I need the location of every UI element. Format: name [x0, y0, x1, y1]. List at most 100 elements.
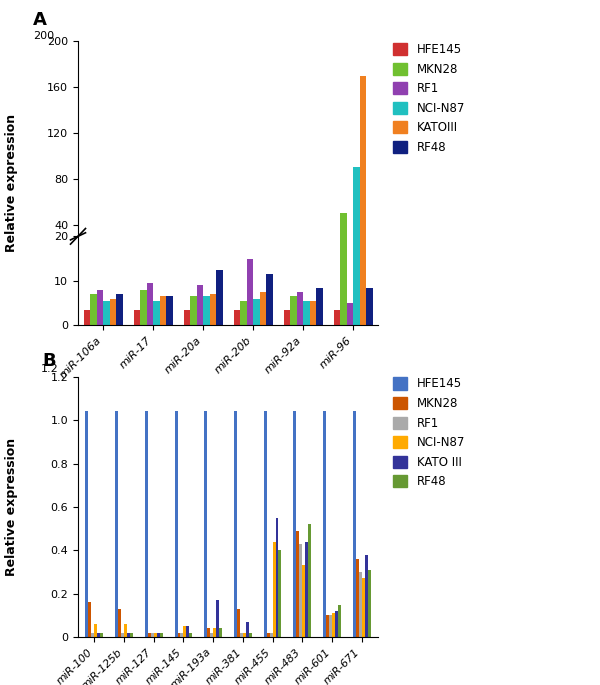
Bar [204, 412, 207, 637]
Bar [296, 262, 303, 271]
Bar [160, 263, 166, 271]
Bar [85, 412, 88, 637]
Bar [130, 633, 133, 637]
Bar [209, 295, 216, 325]
Bar [118, 609, 121, 637]
Bar [210, 633, 213, 637]
Bar [240, 633, 243, 637]
Bar [278, 550, 281, 637]
Bar [237, 609, 240, 637]
Bar [303, 264, 310, 271]
Bar [266, 258, 272, 271]
Bar [316, 261, 323, 271]
Bar [247, 253, 253, 271]
Bar [296, 292, 303, 325]
Text: 200: 200 [33, 31, 54, 41]
Bar [187, 626, 190, 637]
Bar [240, 301, 247, 325]
Bar [153, 301, 160, 325]
Bar [127, 633, 130, 637]
Bar [197, 286, 203, 325]
Bar [366, 288, 373, 325]
Bar [340, 213, 347, 271]
Bar [121, 633, 124, 637]
Bar [100, 633, 103, 637]
Bar [284, 310, 290, 325]
Bar [140, 290, 146, 325]
Bar [190, 263, 197, 271]
Bar [83, 310, 90, 325]
Bar [110, 299, 116, 325]
Bar [181, 633, 184, 637]
Bar [184, 266, 190, 271]
Bar [190, 297, 197, 325]
Bar [263, 412, 266, 637]
Bar [266, 633, 269, 637]
Bar [332, 613, 335, 637]
Bar [365, 555, 368, 637]
Bar [253, 264, 260, 271]
Bar [247, 259, 253, 325]
Bar [296, 531, 299, 637]
Bar [359, 0, 366, 325]
Bar [253, 299, 260, 325]
Bar [293, 412, 296, 637]
Bar [190, 633, 193, 637]
Text: Relative expression: Relative expression [5, 114, 19, 252]
Bar [148, 633, 151, 637]
Bar [110, 264, 116, 271]
Bar [266, 274, 272, 325]
Text: A: A [33, 12, 47, 29]
Bar [97, 290, 103, 325]
Bar [249, 633, 252, 637]
Bar [366, 261, 373, 271]
Bar [83, 266, 90, 271]
Bar [140, 262, 146, 271]
Bar [338, 604, 341, 637]
Bar [275, 518, 278, 637]
Bar [356, 559, 359, 637]
Bar [94, 624, 97, 637]
Bar [308, 524, 311, 637]
Bar [103, 301, 110, 325]
Bar [216, 256, 223, 271]
Bar [272, 542, 275, 637]
Bar [243, 633, 246, 637]
Bar [115, 412, 118, 637]
Bar [326, 615, 329, 637]
Bar [213, 628, 216, 637]
Bar [145, 412, 148, 637]
Bar [290, 297, 296, 325]
Bar [353, 412, 356, 637]
Bar [323, 412, 326, 637]
Bar [160, 297, 166, 325]
Bar [175, 412, 178, 637]
Bar [316, 288, 323, 325]
Bar [203, 263, 209, 271]
Bar [157, 633, 160, 637]
Text: B: B [42, 352, 56, 371]
Bar [184, 310, 190, 325]
Bar [284, 266, 290, 271]
Bar [178, 633, 181, 637]
Bar [246, 622, 249, 637]
Bar [153, 264, 160, 271]
Bar [91, 633, 94, 637]
Bar [240, 264, 247, 271]
Bar [353, 167, 359, 271]
Bar [290, 263, 296, 271]
Legend: HFE145, MKN28, RF1, NCI-N87, KATOIII, RF48: HFE145, MKN28, RF1, NCI-N87, KATOIII, RF… [393, 43, 465, 153]
Bar [347, 303, 353, 325]
Bar [334, 266, 340, 271]
Bar [353, 0, 359, 325]
Bar [310, 301, 316, 325]
Bar [146, 283, 153, 325]
Bar [146, 260, 153, 271]
Bar [160, 633, 163, 637]
Bar [124, 624, 127, 637]
Bar [90, 295, 97, 325]
Bar [116, 295, 122, 325]
Text: 1.2: 1.2 [41, 364, 59, 374]
Bar [209, 263, 216, 271]
Bar [97, 633, 100, 637]
